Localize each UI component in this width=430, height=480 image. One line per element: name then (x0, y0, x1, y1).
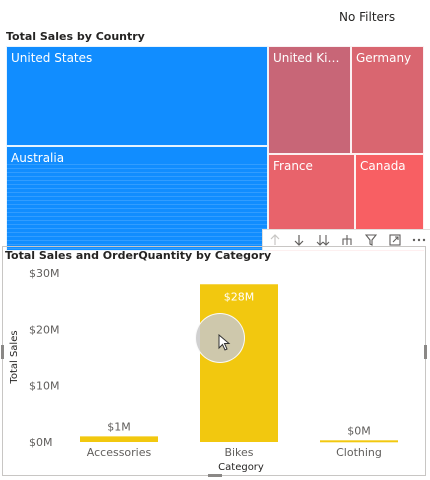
focus-mode-icon[interactable] (383, 230, 407, 250)
x-axis-title: Category (218, 462, 264, 473)
arrow-down-icon[interactable] (287, 230, 311, 250)
treemap-visual[interactable]: Total Sales by Country United States Aus… (4, 26, 426, 251)
visual-header-toolbar (262, 229, 430, 250)
bar-bikes (200, 284, 278, 442)
tile-label: United Kingdom (273, 51, 346, 65)
treemap-tiles: United States Australia United Kingdom G… (6, 46, 424, 260)
tile-label: United States (11, 51, 93, 65)
tile-label: Canada (360, 159, 406, 173)
more-options-icon[interactable] (407, 230, 430, 250)
filter-icon[interactable] (359, 230, 383, 250)
treemap-tile-united-kingdom[interactable]: United Kingdom (268, 46, 351, 154)
treemap-tile-germany[interactable]: Germany (351, 46, 424, 154)
filters-status: No Filters (339, 10, 396, 24)
tile-label: Germany (356, 51, 412, 65)
bar-chart-visual[interactable]: Total Sales and OrderQuantity by Categor… (1, 246, 427, 477)
resize-handle-bottom[interactable] (208, 474, 222, 477)
resize-handle-left[interactable] (1, 345, 4, 359)
y-axis-title: Total Sales (9, 330, 20, 384)
data-label: $0M (347, 424, 371, 437)
tile-label: France (273, 159, 313, 173)
resize-handle-right[interactable] (424, 345, 427, 359)
x-tick-label: Accessories (87, 446, 152, 459)
y-tick-label: $30M (29, 267, 60, 280)
data-label: $1M (107, 420, 131, 433)
x-tick-label: Bikes (224, 446, 253, 459)
treemap-tile-australia[interactable]: Australia (6, 146, 268, 251)
expand-hierarchy-icon[interactable] (335, 230, 359, 250)
treemap-tile-united-states[interactable]: United States (6, 46, 268, 146)
data-label: $28M (224, 290, 255, 303)
bar-chart-plot: $0M $10M $20M $30M Total Sales $1M Accessories… (9, 267, 398, 473)
x-tick-label: Clothing (336, 446, 382, 459)
click-indicator (195, 313, 245, 363)
y-tick-label: $0M (29, 436, 53, 449)
bar-chart-title: Total Sales and OrderQuantity by Categor… (5, 249, 272, 262)
treemap-title: Total Sales by Country (6, 30, 145, 43)
arrow-up-icon[interactable] (263, 230, 287, 250)
bar-clothing (320, 440, 398, 443)
mouse-pointer-icon (218, 334, 231, 351)
bar-accessories (80, 436, 158, 442)
y-tick-label: $10M (29, 380, 60, 393)
double-arrow-down-icon[interactable] (311, 230, 335, 250)
y-tick-label: $20M (29, 323, 60, 336)
tile-label: Australia (11, 151, 65, 165)
